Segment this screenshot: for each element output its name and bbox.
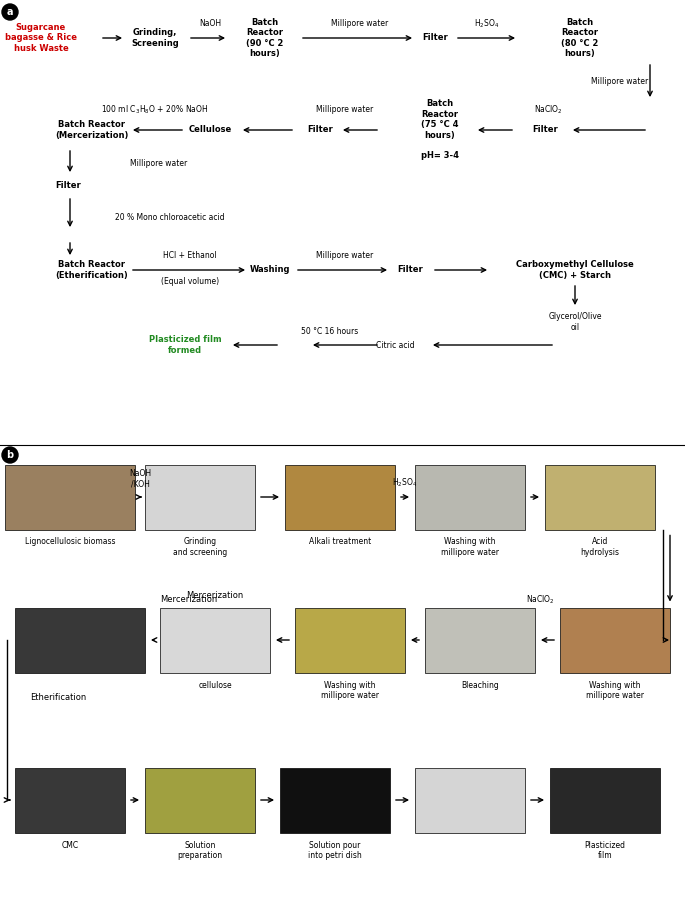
Text: Millipore water: Millipore water	[316, 251, 373, 260]
Bar	[15, 607, 145, 672]
Text: H$_2$SO$_4$: H$_2$SO$_4$	[393, 477, 418, 489]
Bar	[145, 768, 255, 833]
Bar	[415, 465, 525, 530]
Text: NaClO$_2$: NaClO$_2$	[525, 593, 554, 605]
Text: Batch
Reactor
(75 °C 4
hours)

pH= 3-4: Batch Reactor (75 °C 4 hours) pH= 3-4	[421, 99, 459, 160]
Text: cellulose: cellulose	[198, 680, 232, 689]
Text: a: a	[7, 7, 13, 17]
Bar	[295, 607, 405, 672]
Text: Batch
Reactor
(80 °C 2
hours): Batch Reactor (80 °C 2 hours)	[561, 18, 599, 58]
Text: Bleaching: Bleaching	[461, 680, 499, 689]
Text: Millipore water: Millipore water	[332, 20, 388, 29]
Text: 20 % Mono chloroacetic acid: 20 % Mono chloroacetic acid	[115, 214, 225, 223]
Text: Plasticized
film: Plasticized film	[584, 841, 625, 860]
Text: Solution pour
into petri dish: Solution pour into petri dish	[308, 841, 362, 860]
Text: Alkali treatment: Alkali treatment	[309, 538, 371, 547]
Bar	[15, 768, 125, 833]
Text: Mercerization: Mercerization	[160, 595, 217, 604]
Text: (Equal volume): (Equal volume)	[161, 278, 219, 287]
Text: H$_2$SO$_4$: H$_2$SO$_4$	[474, 18, 500, 31]
Bar	[160, 607, 270, 672]
Text: Filter: Filter	[397, 266, 423, 275]
Text: Batch Reactor
(Etherification): Batch Reactor (Etherification)	[55, 260, 127, 279]
Text: Sugarcane
bagasse & Rice
husk Waste: Sugarcane bagasse & Rice husk Waste	[5, 23, 77, 53]
Text: Filter: Filter	[55, 180, 81, 189]
Bar	[285, 465, 395, 530]
Text: Filter: Filter	[532, 125, 558, 134]
Text: Washing with
millipore water: Washing with millipore water	[441, 538, 499, 557]
Bar	[560, 607, 670, 672]
Text: Plasticized film
formed: Plasticized film formed	[149, 335, 221, 355]
Bar	[5, 465, 135, 530]
Text: NaClO$_2$: NaClO$_2$	[534, 104, 562, 116]
Text: Glycerol/Olive
oil: Glycerol/Olive oil	[548, 313, 601, 332]
Text: Solution
preparation: Solution preparation	[177, 841, 223, 860]
Text: Millipore water: Millipore water	[130, 159, 187, 168]
Text: CMC: CMC	[62, 841, 79, 850]
Text: Millipore water: Millipore water	[316, 105, 373, 114]
Circle shape	[2, 4, 18, 20]
Text: 50 °C 16 hours: 50 °C 16 hours	[301, 326, 359, 335]
Bar	[145, 465, 255, 530]
Circle shape	[2, 447, 18, 463]
Text: Lignocellulosic biomass: Lignocellulosic biomass	[25, 538, 115, 547]
Text: Grinding
and screening: Grinding and screening	[173, 538, 227, 557]
Text: 100 ml C$_3$H$_8$O + 20% NaOH: 100 ml C$_3$H$_8$O + 20% NaOH	[101, 104, 209, 116]
Text: Washing with
millipore water: Washing with millipore water	[321, 680, 379, 700]
Text: Batch
Reactor
(90 °C 2
hours): Batch Reactor (90 °C 2 hours)	[247, 18, 284, 58]
Text: HCl + Ethanol: HCl + Ethanol	[163, 251, 217, 260]
Text: Filter: Filter	[422, 33, 448, 42]
Text: Mercerization: Mercerization	[186, 591, 244, 600]
Bar	[425, 607, 535, 672]
Bar	[415, 768, 525, 833]
Text: Washing: Washing	[250, 266, 290, 275]
Text: b: b	[6, 450, 14, 460]
Text: Etherification: Etherification	[30, 693, 86, 702]
Bar	[550, 768, 660, 833]
Text: Millipore water: Millipore water	[591, 77, 649, 86]
Text: NaOH
/KOH: NaOH /KOH	[129, 469, 151, 488]
Text: Citric acid: Citric acid	[375, 341, 414, 350]
Text: Carboxymethyl Cellulose
(CMC) + Starch: Carboxymethyl Cellulose (CMC) + Starch	[516, 260, 634, 279]
Text: Grinding,
Screening: Grinding, Screening	[131, 28, 179, 48]
Bar	[280, 768, 390, 833]
Bar	[545, 465, 655, 530]
Text: Washing with
millipore water: Washing with millipore water	[586, 680, 644, 700]
Text: Filter: Filter	[307, 125, 333, 134]
Text: Cellulose: Cellulose	[188, 125, 232, 134]
Text: Acid
hydrolysis: Acid hydrolysis	[580, 538, 619, 557]
Text: Batch Reactor
(Mercerization): Batch Reactor (Mercerization)	[55, 121, 128, 140]
Text: NaOH: NaOH	[199, 20, 221, 29]
